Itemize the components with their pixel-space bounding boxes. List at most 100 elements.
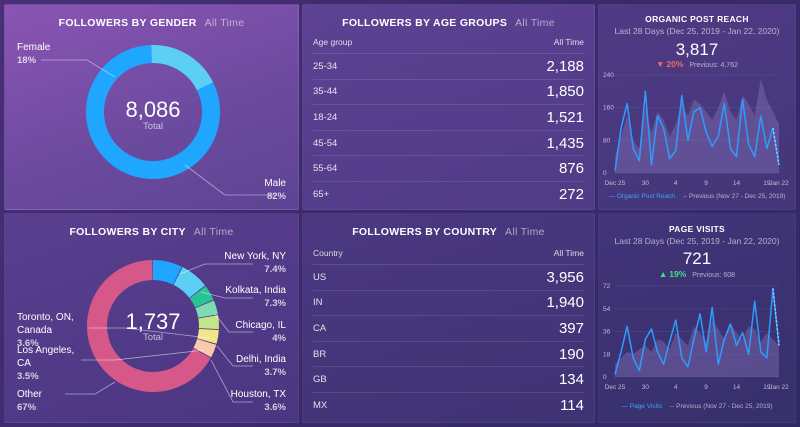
y-tick-label: 54: [603, 306, 611, 313]
city-title: FOLLOWERS BY CITY: [69, 226, 186, 238]
country-period[interactable]: All Time: [505, 226, 545, 238]
x-tick-label: Jan 22: [769, 180, 789, 187]
city-pct: 67%: [17, 402, 37, 413]
city-label-delhi: Delhi, India 3.7%: [236, 353, 286, 379]
legend-previous: Previous (Nov 27 - Dec 25, 2019): [676, 403, 773, 410]
down-arrow-icon: ▼: [656, 59, 665, 69]
city-label-houston: Houston, TX 3.6%: [231, 388, 286, 414]
x-tick-label: 9: [704, 384, 708, 391]
country-col-val: All Time: [553, 248, 584, 258]
age-title: FOLLOWERS BY AGE GROUPS: [342, 17, 508, 29]
age-table-header: Age group All Time: [313, 37, 584, 54]
age-col-val: All Time: [553, 37, 584, 47]
gender-period[interactable]: All Time: [204, 17, 245, 29]
city-pct: 3.6%: [17, 338, 39, 349]
city-label-toronto: Toronto, ON, Canada 3.6%: [17, 311, 89, 350]
reach-tile: ORGANIC POST REACH Last 28 Days (Dec 25,…: [598, 4, 796, 210]
leader-line: [81, 349, 206, 361]
legend-current: Organic Post Reach: [616, 193, 676, 200]
visits-range[interactable]: Last 28 Days (Dec 25, 2019 - Jan 22, 202…: [614, 236, 780, 246]
x-tick-label: Dec 25: [605, 180, 626, 187]
legend-current: Page Visits: [629, 403, 663, 410]
x-tick-label: 14: [733, 180, 741, 187]
city-pct: 4%: [272, 333, 286, 344]
leader-line: [210, 359, 253, 403]
forecast-segment: [772, 288, 780, 346]
current-line: [614, 287, 780, 375]
x-tick-label: 30: [642, 180, 650, 187]
y-tick-label: 160: [603, 105, 614, 112]
row-value: 397: [558, 319, 584, 337]
table-row: 55-64 876: [313, 156, 584, 182]
female-pct: 18%: [17, 55, 37, 66]
gender-header: FOLLOWERS BY GENDER All Time: [5, 17, 298, 29]
x-tick-label: 30: [642, 384, 650, 391]
city-name: Kolkata, India: [225, 285, 286, 296]
leader-line: [200, 291, 253, 299]
city-label-la: Los Angeles, CA 3.5%: [17, 344, 81, 383]
legend-previous-marker: ‑‑: [682, 193, 688, 200]
reach-value: 3,817: [675, 40, 719, 59]
leader-line: [214, 313, 253, 333]
x-tick-label: 4: [674, 180, 678, 187]
city-name: Toronto, ON, Canada: [17, 312, 74, 336]
city-slice-ny: [87, 260, 219, 392]
reach-delta-pct: 20%: [666, 59, 684, 69]
x-tick-label: 19: [763, 384, 771, 391]
leader-line: [65, 381, 116, 395]
city-name: Houston, TX: [230, 389, 286, 400]
previous-area: [615, 320, 779, 377]
age-col-key: Age group: [313, 37, 353, 47]
row-label: 35-44: [313, 86, 338, 98]
city-slice-other: [87, 260, 219, 392]
leader-line: [216, 345, 253, 367]
x-tick-label: 4: [674, 384, 678, 391]
age-period[interactable]: All Time: [515, 17, 555, 29]
gender-title: FOLLOWERS BY GENDER: [58, 17, 197, 29]
table-row: CA 397: [313, 316, 584, 342]
row-value: 3,956: [546, 268, 584, 286]
row-label: 18-24: [313, 111, 338, 123]
row-label: MX: [313, 400, 328, 412]
legend-current-marker: —: [621, 403, 628, 410]
y-tick-label: 240: [603, 72, 614, 79]
row-value: 2,188: [546, 57, 584, 75]
current-line: [614, 90, 780, 172]
male-label: Male 82%: [264, 177, 286, 203]
visits-delta-pct: 19%: [669, 269, 687, 279]
row-value: 1,850: [546, 83, 584, 101]
gender-donut: [41, 45, 275, 196]
city-period[interactable]: All Time: [193, 226, 234, 238]
row-label: 25-34: [313, 60, 338, 72]
reach-range[interactable]: Last 28 Days (Dec 25, 2019 - Jan 22, 202…: [614, 26, 780, 36]
country-header: FOLLOWERS BY COUNTRY All Time: [303, 226, 594, 238]
city-label-ny: New York, NY 7.4%: [224, 250, 286, 276]
row-label: CA: [313, 322, 327, 334]
city-name: Other: [17, 389, 43, 400]
country-title: FOLLOWERS BY COUNTRY: [352, 226, 498, 238]
row-value: 114: [560, 397, 584, 415]
visits-header: PAGE VISITS: [599, 223, 795, 235]
reach-delta: ▼ 20% Previous: 4,762: [599, 59, 795, 69]
row-value: 272: [558, 186, 584, 204]
city-slice-houston: [87, 260, 219, 392]
row-label: US: [313, 271, 327, 283]
visits-title: PAGE VISITS: [668, 224, 726, 234]
city-total-label: Total: [142, 332, 164, 343]
city-header: FOLLOWERS BY CITY All Time: [5, 226, 298, 238]
visits-value: 721: [682, 249, 712, 268]
city-pct: 7.4%: [264, 264, 286, 275]
male-name: Male: [264, 178, 286, 189]
age-table: Age group All Time 25-34 2,188 35-44 1,850…: [313, 37, 584, 208]
leader-line: [179, 263, 253, 275]
table-row: IN 1,940: [313, 291, 584, 317]
x-tick-label: 19: [763, 180, 771, 187]
city-name: Chicago, IL: [235, 320, 286, 331]
male-pct: 82%: [266, 191, 286, 202]
row-value: 1,521: [546, 108, 584, 126]
city-total: 1,737: [125, 309, 181, 334]
visits-tile: PAGE VISITS Last 28 Days (Dec 25, 2019 -…: [598, 213, 796, 423]
city-slice-la: [87, 260, 219, 392]
